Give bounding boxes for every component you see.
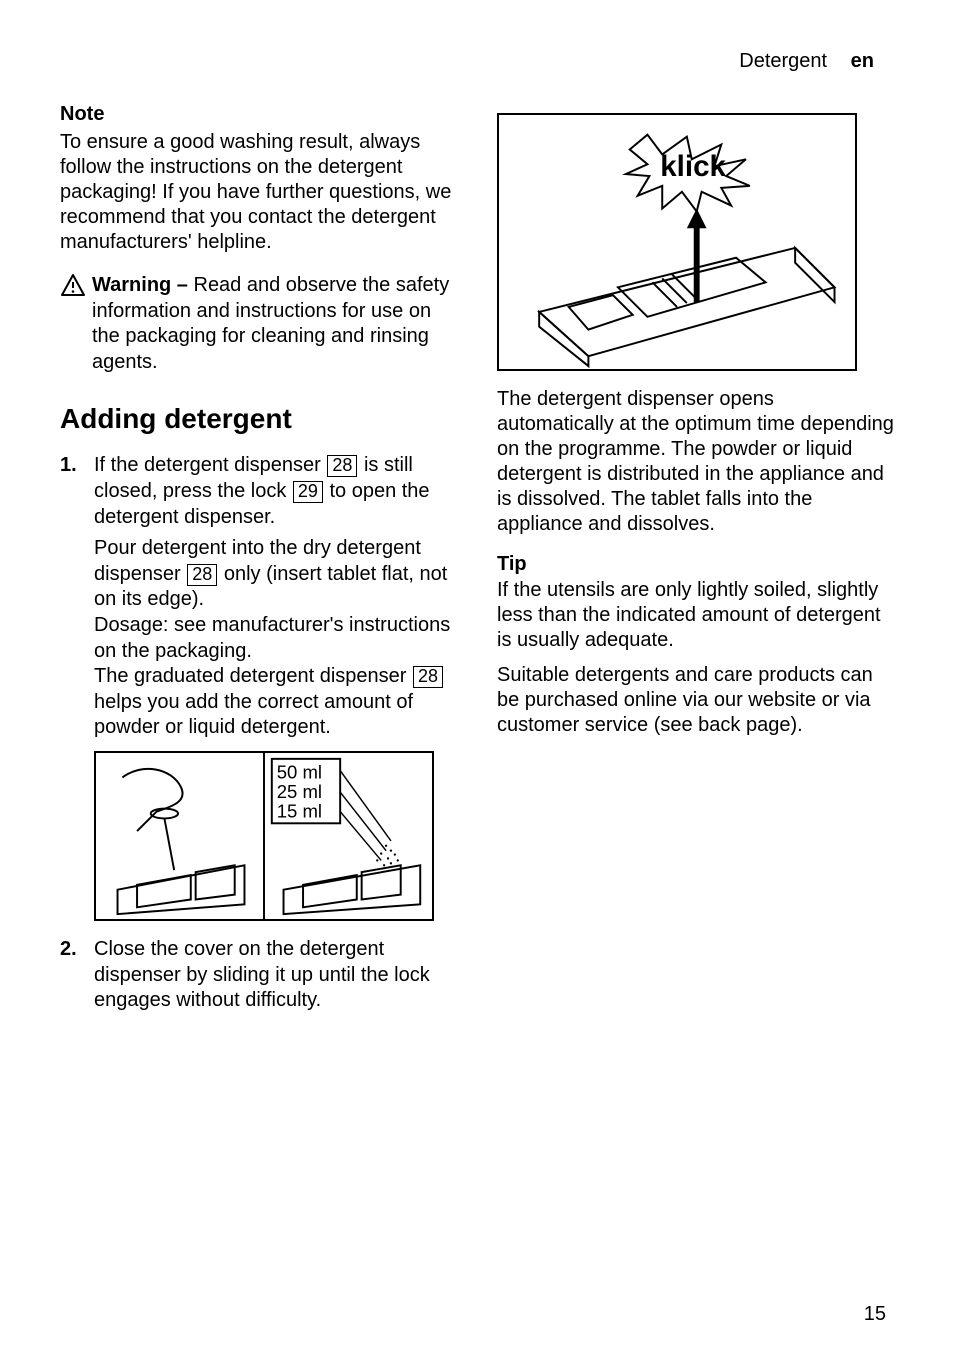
dispenser-explainer: The detergent dispenser opens automatica… bbox=[497, 387, 894, 537]
note-body: To ensure a good washing result, always … bbox=[60, 130, 457, 255]
text-fragment: helps you add the correct amount of powd… bbox=[94, 691, 413, 739]
manual-page: Detergent en Note To ensure a good washi… bbox=[0, 0, 954, 1354]
ref-box: 28 bbox=[413, 666, 443, 688]
right-column: klick bbox=[497, 103, 894, 1024]
warning-triangle-icon bbox=[60, 273, 86, 297]
step1-line-b: Pour detergent into the dry detergent di… bbox=[94, 536, 457, 613]
step1-line-d: The graduated detergent dispenser 28 hel… bbox=[94, 664, 457, 741]
note-heading: Note bbox=[60, 103, 457, 126]
step-number: 2. bbox=[60, 937, 82, 1014]
text-fragment: If the detergent dispenser bbox=[94, 454, 326, 476]
text-fragment: The graduated detergent dispenser bbox=[94, 665, 412, 687]
ml-label-15: 15 ml bbox=[277, 800, 322, 821]
step-body: If the detergent dispenser 28 is still c… bbox=[94, 453, 457, 741]
two-column-layout: Note To ensure a good washing result, al… bbox=[60, 103, 894, 1024]
figure-dispenser-close: klick bbox=[497, 113, 857, 371]
ref-box: 29 bbox=[293, 481, 323, 503]
warning-label: Warning – bbox=[92, 274, 188, 296]
ml-label-25: 25 ml bbox=[277, 781, 322, 802]
header-language: en bbox=[851, 50, 874, 72]
tip-body-2: Suitable detergents and care products ca… bbox=[497, 663, 894, 738]
warning-text: Warning – Read and observe the safety in… bbox=[92, 273, 457, 375]
step1-line-c: Dosage: see manufacturer's instructions … bbox=[94, 613, 457, 664]
figure-dispenser-fill: 50 ml 25 ml 15 ml bbox=[94, 751, 434, 921]
step-1: 1. If the detergent dispenser 28 is stil… bbox=[60, 453, 457, 741]
page-number: 15 bbox=[864, 1303, 886, 1326]
left-column: Note To ensure a good washing result, al… bbox=[60, 103, 457, 1024]
klick-label: klick bbox=[660, 150, 726, 183]
step-2: 2. Close the cover on the detergent disp… bbox=[60, 937, 457, 1014]
step-body: Close the cover on the detergent dispens… bbox=[94, 937, 457, 1014]
ref-box: 28 bbox=[187, 564, 217, 586]
step-number: 1. bbox=[60, 453, 82, 741]
tip-heading: Tip bbox=[497, 553, 894, 576]
tip-body-1: If the utensils are only lightly soiled,… bbox=[497, 578, 894, 653]
header-section-name: Detergent bbox=[739, 50, 827, 72]
warning-block: Warning – Read and observe the safety in… bbox=[60, 273, 457, 375]
section-title: Adding detergent bbox=[60, 403, 457, 435]
step1-line-a: If the detergent dispenser 28 is still c… bbox=[94, 453, 457, 530]
ref-box: 28 bbox=[327, 455, 357, 477]
ml-label-50: 50 ml bbox=[277, 761, 322, 782]
running-header: Detergent en bbox=[60, 50, 894, 73]
